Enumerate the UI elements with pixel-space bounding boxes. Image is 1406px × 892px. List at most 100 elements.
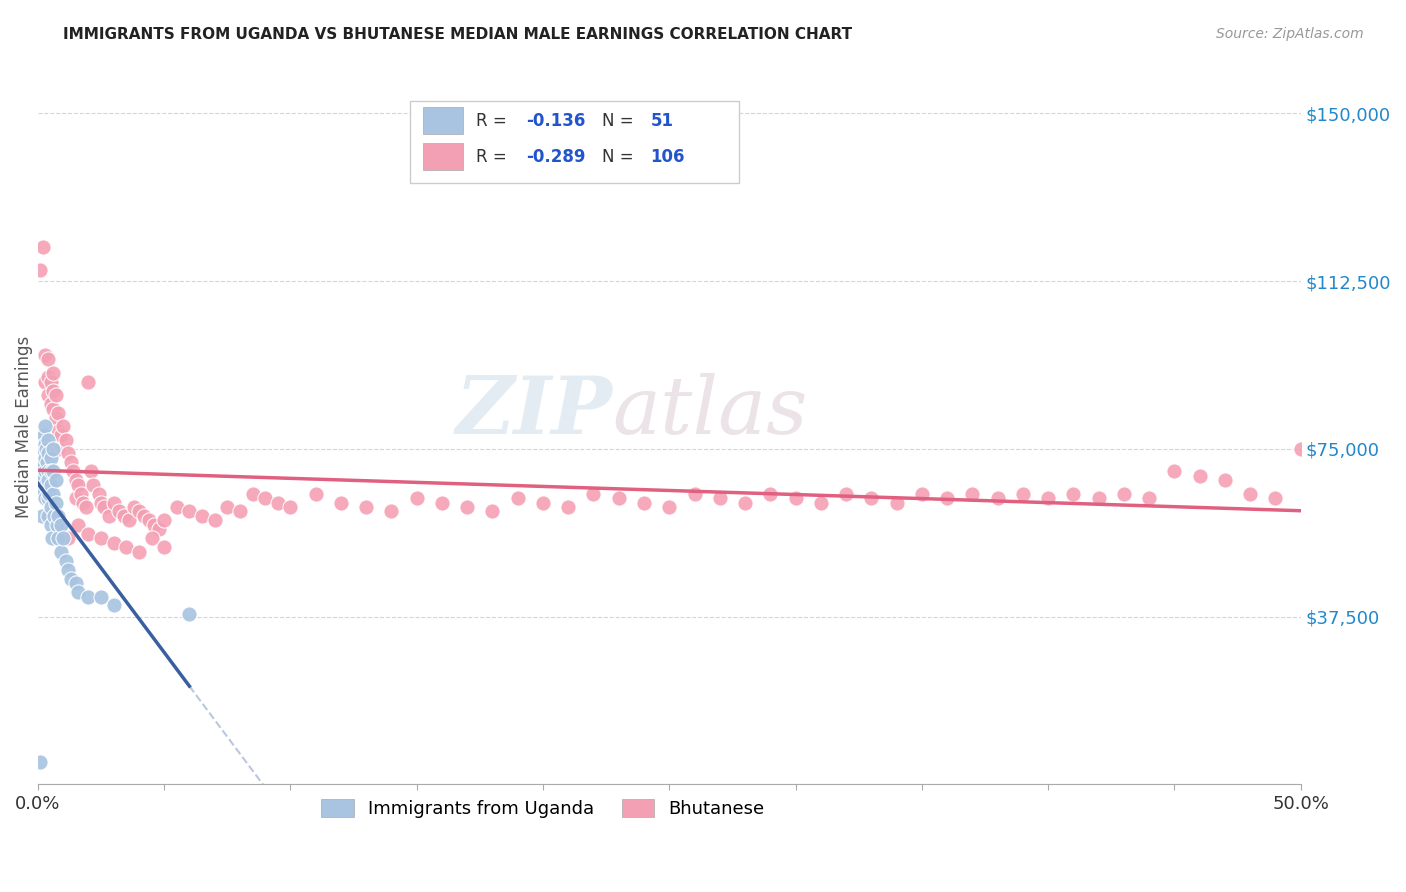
Point <box>886 495 908 509</box>
Point <box>39 375 62 389</box>
Point <box>67 585 90 599</box>
Point <box>305 486 328 500</box>
Point <box>31 508 53 523</box>
Point <box>67 517 90 532</box>
Point <box>42 442 65 456</box>
Point <box>329 495 352 509</box>
Point <box>45 388 67 402</box>
Point <box>42 486 65 500</box>
Point <box>835 486 858 500</box>
Point <box>122 500 145 514</box>
Point <box>30 263 52 277</box>
Point <box>37 491 59 505</box>
Point <box>118 513 141 527</box>
Point <box>65 576 87 591</box>
Point <box>860 491 883 505</box>
Text: ZIP: ZIP <box>456 374 613 451</box>
Point <box>734 495 756 509</box>
Bar <box>423 107 464 135</box>
Point <box>34 464 56 478</box>
Point <box>87 486 110 500</box>
Point <box>34 450 56 465</box>
Point <box>58 563 80 577</box>
Text: 106: 106 <box>651 147 685 166</box>
Point <box>45 473 67 487</box>
Point <box>217 500 239 514</box>
Point <box>41 532 63 546</box>
Point <box>44 508 66 523</box>
Point <box>49 517 72 532</box>
Point <box>67 477 90 491</box>
Point <box>28 755 51 769</box>
Point <box>607 491 630 505</box>
Point <box>45 517 67 532</box>
Point <box>506 491 529 505</box>
Point <box>103 599 125 613</box>
Point <box>557 500 579 514</box>
Point <box>987 491 1010 505</box>
Bar <box>411 101 738 183</box>
Point <box>128 545 150 559</box>
Point <box>45 410 67 425</box>
Point <box>709 491 731 505</box>
Point <box>242 486 264 500</box>
Point <box>39 500 62 514</box>
Point <box>34 437 56 451</box>
Point <box>93 500 115 514</box>
Point <box>34 348 56 362</box>
Point <box>962 486 984 500</box>
Point <box>32 455 55 469</box>
Point <box>77 526 100 541</box>
Point <box>90 590 112 604</box>
Point <box>582 486 605 500</box>
Point <box>38 486 60 500</box>
Point <box>39 464 62 478</box>
Point <box>32 240 55 254</box>
Point <box>90 532 112 546</box>
Point <box>55 554 77 568</box>
Point <box>34 491 56 505</box>
Point <box>456 500 478 514</box>
Text: R =: R = <box>477 112 512 129</box>
Point <box>37 388 59 402</box>
Point <box>179 607 201 622</box>
Point <box>633 495 655 509</box>
Point <box>55 433 77 447</box>
Point <box>138 513 160 527</box>
Point <box>1213 473 1236 487</box>
Point <box>430 495 453 509</box>
Text: atlas: atlas <box>613 374 808 451</box>
Point <box>1289 442 1312 456</box>
Point <box>280 500 302 514</box>
Point <box>82 477 104 491</box>
Point <box>531 495 554 509</box>
Point <box>166 500 188 514</box>
Point <box>35 455 58 469</box>
Point <box>75 500 97 514</box>
Point <box>32 428 55 442</box>
Point <box>58 532 80 546</box>
Point <box>1239 486 1261 500</box>
Text: R =: R = <box>477 147 512 166</box>
Point <box>46 532 69 546</box>
Text: 51: 51 <box>651 112 673 129</box>
Point <box>37 433 59 447</box>
Point <box>107 504 129 518</box>
Point <box>59 572 82 586</box>
Text: N =: N = <box>602 112 640 129</box>
Point <box>37 464 59 478</box>
Point <box>153 541 176 555</box>
Point <box>911 486 934 500</box>
Point <box>1036 491 1059 505</box>
Point <box>77 590 100 604</box>
Text: IMMIGRANTS FROM UGANDA VS BHUTANESE MEDIAN MALE EARNINGS CORRELATION CHART: IMMIGRANTS FROM UGANDA VS BHUTANESE MEDI… <box>63 27 852 42</box>
Point <box>37 446 59 460</box>
Point <box>45 495 67 509</box>
Y-axis label: Median Male Earnings: Median Male Earnings <box>15 335 32 517</box>
Point <box>37 477 59 491</box>
Point <box>128 504 150 518</box>
Point <box>80 464 103 478</box>
Point <box>481 504 503 518</box>
Point <box>39 450 62 465</box>
Point <box>267 495 290 509</box>
